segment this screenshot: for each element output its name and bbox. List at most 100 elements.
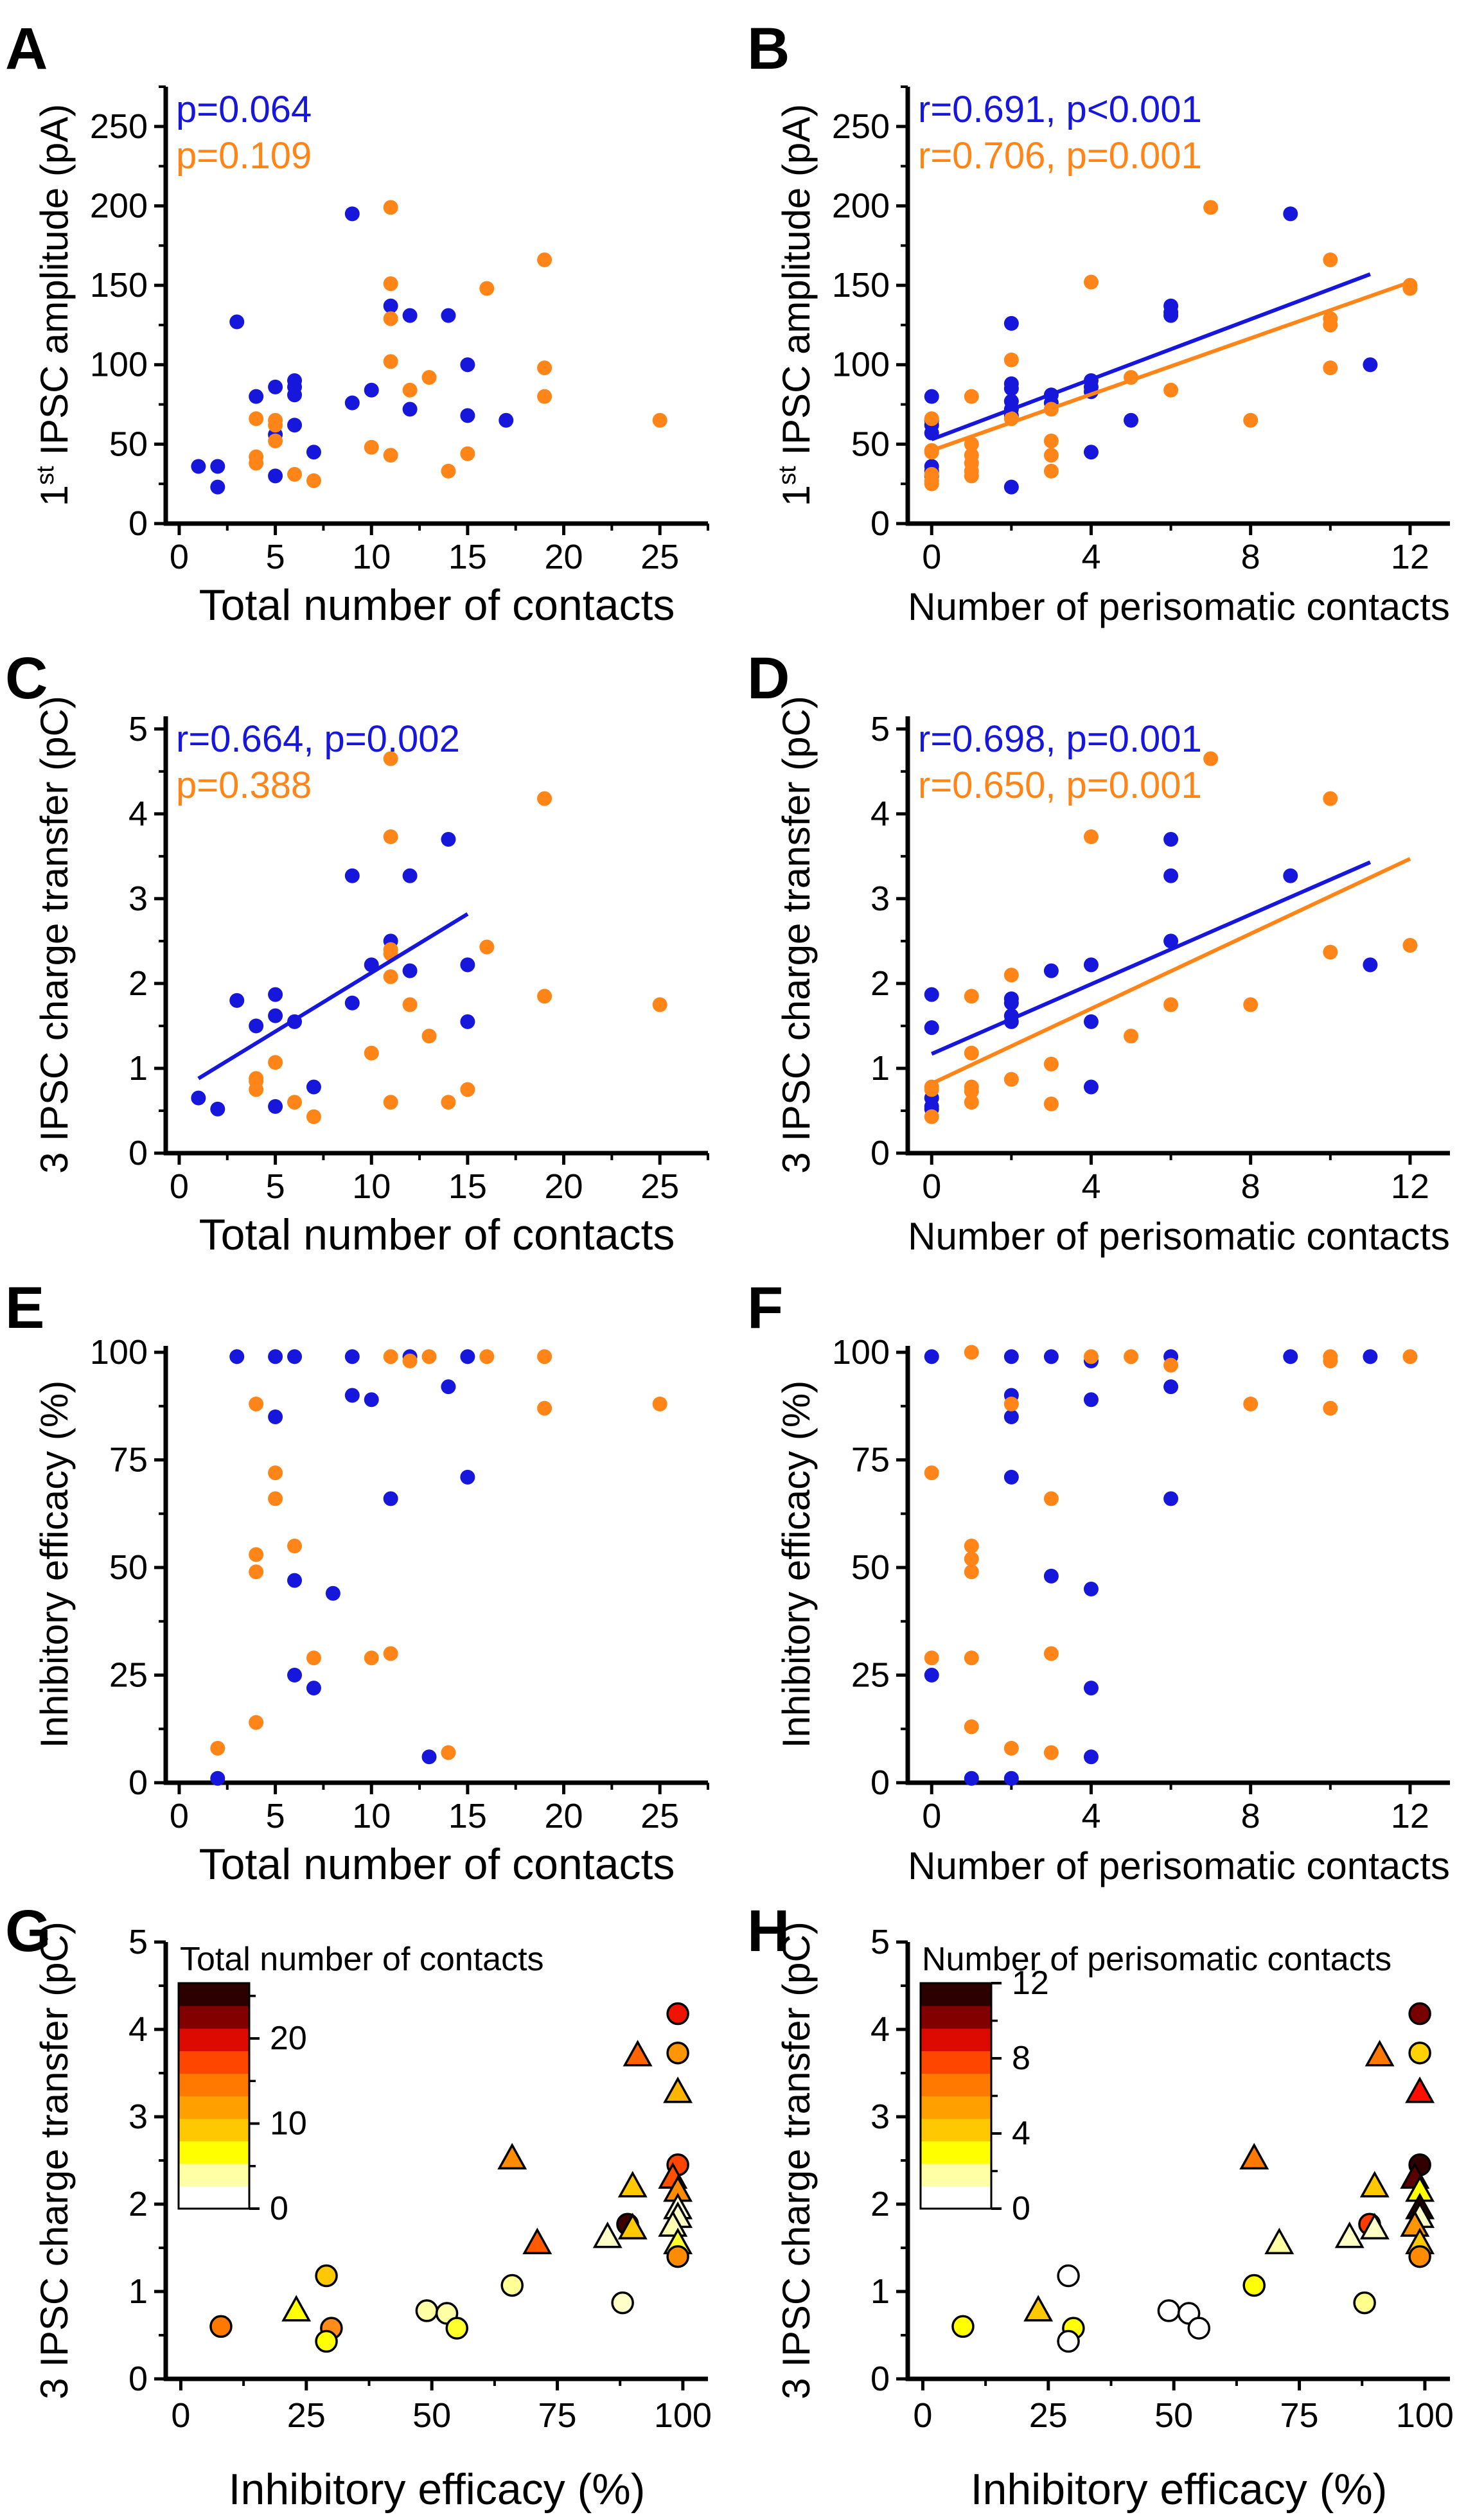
svg-text:50: 50 — [109, 1548, 148, 1587]
x-axis-title: Inhibitory efficacy (%) — [229, 2465, 646, 2514]
svg-text:200: 200 — [832, 186, 890, 225]
svg-text:50: 50 — [1154, 2396, 1193, 2435]
svg-text:2: 2 — [870, 964, 890, 1003]
svg-text:4: 4 — [128, 795, 148, 833]
y-axis-ticks: 0 25 50 75 100 — [832, 1333, 908, 1802]
x-axis-ticks: 0 4 8 12 — [922, 1783, 1429, 1835]
svg-text:10: 10 — [352, 1797, 391, 1835]
svg-text:0: 0 — [170, 1797, 189, 1835]
svg-text:10: 10 — [352, 1167, 391, 1206]
panel-label-F: F — [747, 1275, 784, 1341]
regression-lines — [931, 272, 1411, 453]
panel-E: E 0 5 10 15 20 25 0 25 50 75 100 Total number of co… — [0, 1259, 742, 1889]
svg-text:250: 250 — [832, 107, 890, 146]
panel-label-H: H — [747, 1898, 790, 1964]
y-axis-title: 3 IPSC charge transfer (pC) — [775, 696, 818, 1174]
svg-text:5: 5 — [128, 1923, 148, 1961]
svg-text:25: 25 — [640, 538, 679, 576]
y-axis-ticks: 0 1 2 3 4 5 — [870, 710, 908, 1172]
svg-text:20: 20 — [544, 1167, 583, 1206]
svg-text:0: 0 — [922, 1797, 941, 1835]
svg-text:0: 0 — [128, 2360, 148, 2398]
svg-text:4: 4 — [128, 2010, 148, 2049]
svg-text:4: 4 — [870, 795, 890, 833]
series-orange — [249, 751, 667, 1124]
svg-text:100: 100 — [90, 346, 148, 384]
svg-text:20: 20 — [544, 1797, 583, 1835]
svg-text:8: 8 — [1241, 1797, 1260, 1835]
svg-text:75: 75 — [1280, 2396, 1319, 2435]
svg-text:0: 0 — [128, 504, 148, 543]
svg-text:1: 1 — [870, 2272, 890, 2311]
panel-G: G 0 25 50 75 100 0 1 2 3 4 5 Inhibitory efficacy (%… — [0, 1889, 742, 2517]
svg-text:3: 3 — [128, 2098, 148, 2136]
svg-text:100: 100 — [90, 1333, 148, 1372]
series-blue — [191, 206, 514, 495]
series-blue — [924, 206, 1378, 495]
axes — [905, 716, 1450, 1156]
svg-text:1: 1 — [128, 1049, 148, 1088]
svg-text:3: 3 — [128, 879, 148, 918]
x-axis-ticks: 0 25 50 75 100 — [171, 2379, 712, 2435]
svg-text:p=0.064: p=0.064 — [176, 89, 312, 130]
svg-text:50: 50 — [851, 425, 890, 463]
svg-text:25: 25 — [287, 2396, 326, 2435]
svg-text:20: 20 — [270, 2020, 307, 2057]
svg-text:150: 150 — [832, 266, 890, 305]
y-axis-title: 3 IPSC charge transfer (pC) — [33, 1921, 76, 2399]
svg-text:4: 4 — [870, 2010, 890, 2049]
panel-C: C 0 5 10 15 20 25 0 1 2 3 4 5 r=0.664, p=0.002 p=0.38… — [0, 630, 742, 1259]
colormapped-points — [209, 2002, 693, 2353]
svg-text:0: 0 — [870, 1763, 890, 1802]
svg-text:2: 2 — [128, 964, 148, 1003]
svg-text:r=0.664, p=0.002: r=0.664, p=0.002 — [176, 718, 460, 760]
regression-lines — [197, 912, 469, 1081]
y-axis-ticks: 0 50 100 150 200 250 — [832, 85, 908, 543]
svg-text:5: 5 — [128, 710, 148, 748]
panel-label-A: A — [5, 16, 48, 82]
x-axis-ticks: 0 5 10 15 20 25 — [170, 1153, 709, 1206]
panel-F-chart: 0 4 8 12 0 25 50 75 100 Number of perisomatic con… — [775, 1333, 1450, 1887]
x-axis-title: Total number of contacts — [199, 581, 675, 630]
svg-text:8: 8 — [1241, 538, 1260, 576]
svg-text:5: 5 — [870, 1923, 890, 1961]
svg-text:0: 0 — [270, 2190, 288, 2227]
svg-text:10: 10 — [270, 2105, 307, 2142]
svg-text:15: 15 — [448, 1167, 487, 1206]
series-orange — [210, 1349, 667, 1760]
svg-text:0: 0 — [870, 504, 890, 543]
colorbar-title: Total number of contacts — [180, 1941, 544, 1978]
svg-text:0: 0 — [170, 1167, 189, 1206]
y-axis-ticks: 0 50 100 150 200 250 — [90, 85, 166, 543]
svg-text:12: 12 — [1391, 538, 1429, 576]
series-orange — [249, 200, 667, 488]
axes — [163, 87, 708, 526]
axes — [163, 716, 708, 1156]
svg-text:5: 5 — [870, 710, 890, 748]
svg-text:8: 8 — [1012, 2040, 1030, 2077]
svg-text:250: 250 — [90, 107, 148, 146]
svg-text:0: 0 — [1012, 2190, 1030, 2227]
y-axis-title: Inhibitory efficacy (%) — [775, 1381, 818, 1748]
svg-text:12: 12 — [1391, 1167, 1429, 1206]
panel-label-B: B — [747, 16, 790, 82]
svg-text:8: 8 — [1241, 1167, 1260, 1206]
svg-text:0: 0 — [913, 2396, 932, 2435]
svg-text:r=0.706, p=0.001: r=0.706, p=0.001 — [918, 135, 1202, 177]
series-blue — [210, 1349, 475, 1786]
svg-text:100: 100 — [1396, 2396, 1454, 2435]
svg-text:0: 0 — [128, 1763, 148, 1802]
x-axis-title: Total number of contacts — [199, 1840, 675, 1889]
svg-text:3: 3 — [870, 2098, 890, 2136]
panel-E-chart: 0 5 10 15 20 25 0 25 50 75 100 Total number of cont… — [33, 1333, 709, 1889]
svg-text:12: 12 — [1012, 1965, 1049, 2002]
panel-label-D: D — [747, 646, 790, 711]
y-axis-title: 1st IPSC amplitude (pA) — [774, 104, 818, 507]
svg-text:100: 100 — [654, 2396, 712, 2435]
svg-text:75: 75 — [851, 1441, 890, 1479]
regression-lines — [930, 857, 1411, 1086]
